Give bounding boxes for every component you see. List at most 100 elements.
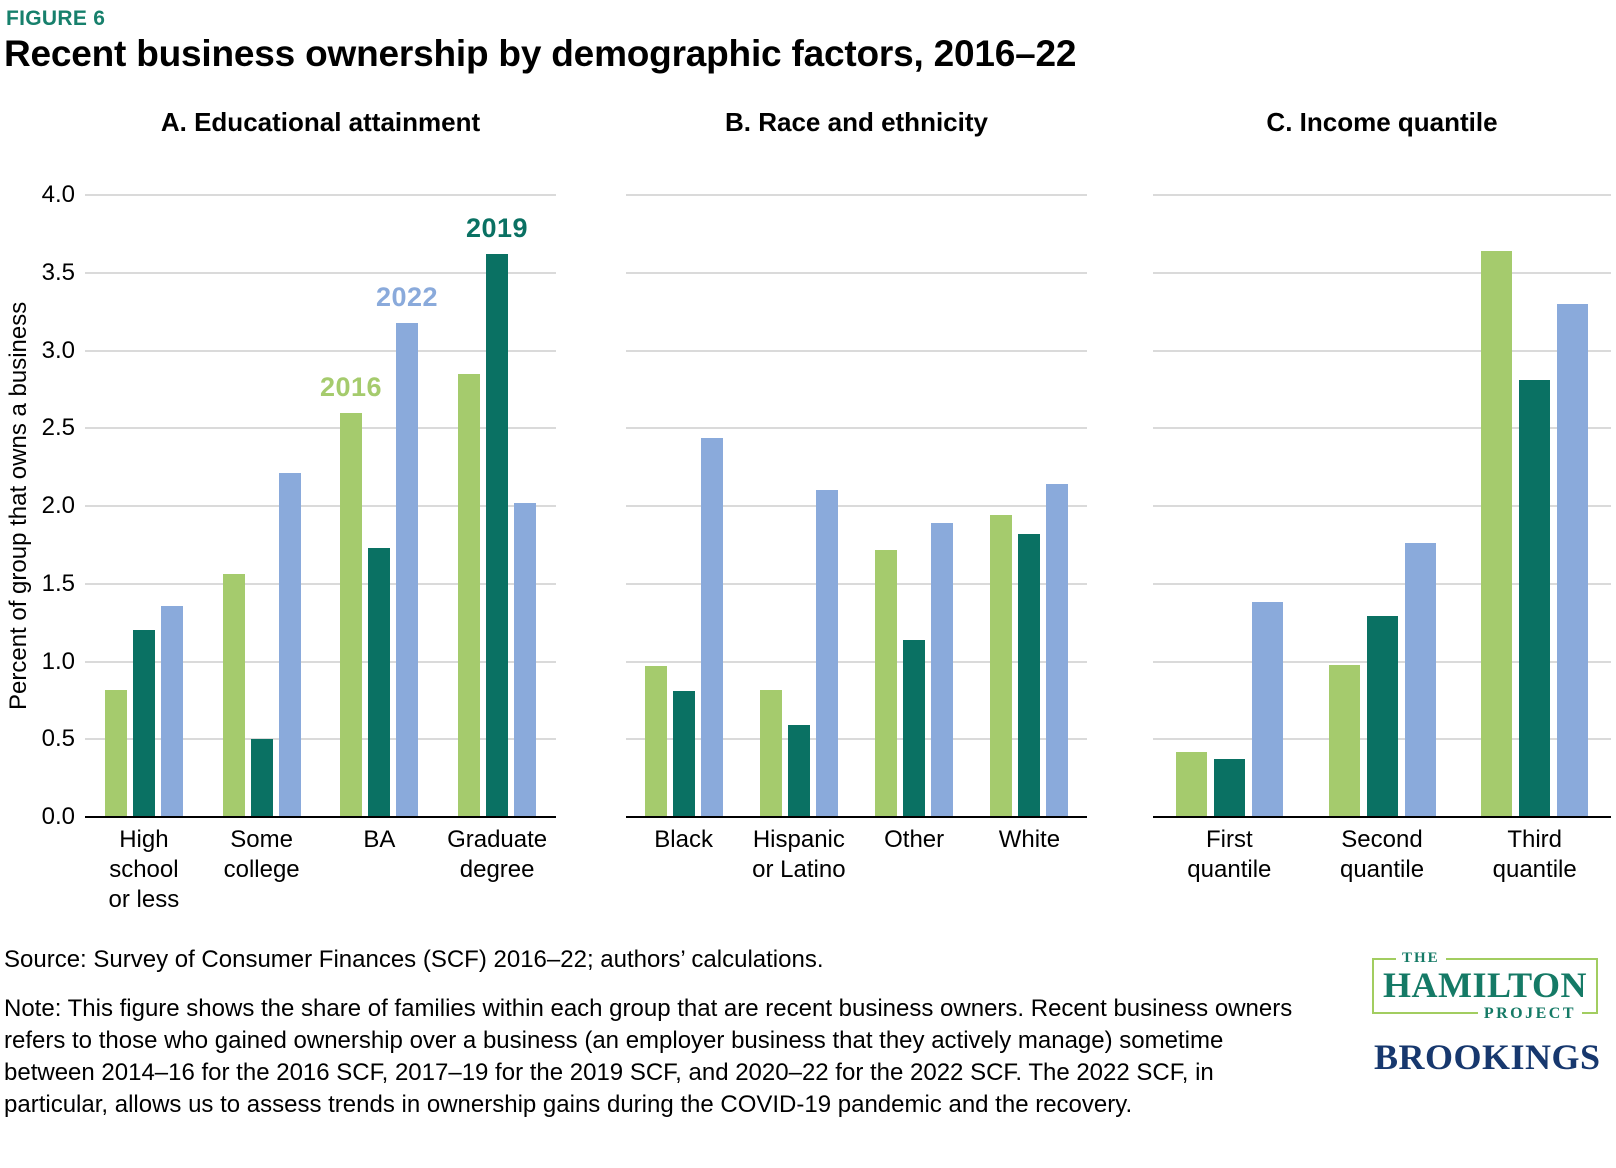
bar-2016-second-quantile xyxy=(1328,664,1360,817)
bar-group-first-quantile xyxy=(1153,195,1306,817)
panel-c-category-labels: First quantile Second quantile Third quant… xyxy=(1153,825,1611,885)
gridline xyxy=(85,505,556,507)
bars-area: 2016 2022 2019 xyxy=(85,195,556,817)
series-label-2016: 2016 xyxy=(319,371,383,402)
bar-group-second-quantile xyxy=(1306,195,1459,817)
gridline xyxy=(626,194,1087,196)
hamilton-logo-the: THE xyxy=(1396,950,1446,967)
bar-2022-some-college xyxy=(278,473,301,817)
category-label-hispanic-or-latino: Hispanic or Latino xyxy=(752,826,846,883)
bar-2019-high-school-or-less xyxy=(132,630,155,817)
panel-a-plot: 2016 2022 2019 xyxy=(85,194,556,818)
gridline xyxy=(1153,194,1611,196)
bar-2022-high-school-or-less xyxy=(160,605,183,817)
bar-2019-black xyxy=(672,691,695,817)
gridline xyxy=(85,660,556,663)
bar-2019-other xyxy=(903,639,926,817)
bar-group-high-school-or-less xyxy=(85,195,203,817)
y-axis-tick-labels: 4.0 3.5 3.0 2.5 2.0 1.5 1.0 0.5 0.0 xyxy=(0,181,75,830)
y-tick-label-0.5: 0.5 xyxy=(41,725,75,753)
bar-2022-white xyxy=(1046,484,1069,817)
gridline xyxy=(85,738,556,741)
bar-2016-third-quantile xyxy=(1481,250,1513,817)
gridline xyxy=(85,427,556,430)
x-axis-line xyxy=(626,816,1087,818)
gridline xyxy=(1153,271,1611,274)
category-label-high-school-or-less: High school or less xyxy=(108,826,180,913)
bar-2019-hispanic-or-latino xyxy=(787,725,810,817)
bar-2019-white xyxy=(1018,534,1041,817)
bar-2016-hispanic-or-latino xyxy=(759,689,782,817)
gridline xyxy=(626,427,1087,430)
category-label-first-quantile: First quantile xyxy=(1187,826,1272,883)
gridline xyxy=(626,505,1087,507)
bar-group-third-quantile xyxy=(1458,195,1611,817)
bar-2022-hispanic-or-latino xyxy=(815,490,838,817)
bars-area xyxy=(626,195,1087,817)
panel-b-plot xyxy=(626,194,1087,818)
bar-group-graduate-degree xyxy=(438,195,556,817)
panel-b-title: B. Race and ethnicity xyxy=(725,107,988,137)
bar-2022-second-quantile xyxy=(1404,543,1436,817)
bar-2019-some-college xyxy=(250,739,273,817)
bar-2016-white xyxy=(990,515,1013,817)
figure-label: FIGURE 6 xyxy=(6,7,106,30)
x-axis-line xyxy=(1153,816,1611,818)
hamilton-project-logo: THE HAMILTON PROJECT xyxy=(1372,950,1598,1023)
hamilton-logo-wordmark: HAMILTON xyxy=(1382,965,1588,1005)
bar-2019-first-quantile xyxy=(1213,759,1245,817)
gridline xyxy=(626,660,1087,663)
bar-2022-graduate-degree xyxy=(514,502,537,817)
bar-2016-high-school-or-less xyxy=(104,689,127,817)
y-tick-label-2.5: 2.5 xyxy=(41,414,75,442)
gridline xyxy=(85,194,556,196)
y-tick-label-4.0: 4.0 xyxy=(41,181,75,208)
hamilton-logo-project: PROJECT xyxy=(1477,1005,1582,1023)
panel-c-title: C. Income quantile xyxy=(1266,107,1498,137)
y-tick-label-0.0: 0.0 xyxy=(41,803,75,830)
bar-group-white xyxy=(972,195,1087,817)
bar-2019-second-quantile xyxy=(1366,616,1398,817)
bar-2022-ba xyxy=(396,322,419,817)
y-tick-label-1.5: 1.5 xyxy=(41,569,75,597)
category-label-second-quantile: Second quantile xyxy=(1339,826,1425,883)
bar-2016-black xyxy=(644,666,667,817)
series-label-2019: 2019 xyxy=(465,213,529,244)
bar-group-hispanic-or-latino xyxy=(741,195,856,817)
bar-2016-first-quantile xyxy=(1175,751,1207,817)
category-label-ba: BA xyxy=(363,826,396,853)
bar-2019-third-quantile xyxy=(1519,380,1551,817)
y-tick-label-1.0: 1.0 xyxy=(41,647,75,675)
y-tick-label-3.5: 3.5 xyxy=(41,258,75,286)
brookings-logo: BROOKINGS xyxy=(1374,1037,1601,1077)
figure-title: Recent business ownership by demographic… xyxy=(4,33,1077,74)
category-label-some-college: Some college xyxy=(223,826,300,883)
y-tick-label-2.0: 2.0 xyxy=(41,492,75,519)
bar-2022-other xyxy=(931,523,954,817)
gridline xyxy=(626,349,1087,352)
gridline xyxy=(626,271,1087,274)
category-label-other: Other xyxy=(884,826,945,853)
gridline xyxy=(85,582,556,585)
note-text: Note: This figure shows the share of fam… xyxy=(4,995,1293,1118)
bar-2016-ba xyxy=(340,412,363,817)
category-label-third-quantile: Third quantile xyxy=(1492,826,1577,883)
category-label-black: Black xyxy=(654,826,713,853)
bar-group-some-college xyxy=(203,195,321,817)
panel-a-title: A. Educational attainment xyxy=(160,107,481,137)
bar-2016-some-college xyxy=(222,574,245,817)
gridline xyxy=(85,349,556,352)
panel-c-plot xyxy=(1153,194,1611,818)
category-label-graduate-degree: Graduate degree xyxy=(447,826,548,883)
gridline xyxy=(1153,582,1611,585)
gridline xyxy=(1153,349,1611,352)
bar-2022-third-quantile xyxy=(1557,303,1589,817)
bar-2019-graduate-degree xyxy=(486,254,509,817)
bar-2019-ba xyxy=(368,548,391,817)
gridline xyxy=(626,738,1087,741)
panel-a-category-labels: High school or less Some college BA Graduat… xyxy=(85,825,556,915)
category-label-white: White xyxy=(998,826,1061,853)
panel-b-category-labels: Black Hispanic or Latino Other White xyxy=(626,825,1087,885)
bar-group-black xyxy=(626,195,741,817)
